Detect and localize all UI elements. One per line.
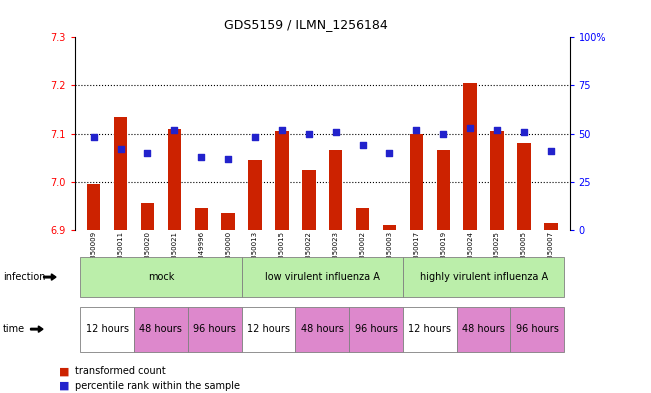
Text: low virulent influenza A: low virulent influenza A <box>265 272 380 282</box>
Text: 96 hours: 96 hours <box>193 324 236 334</box>
Text: GDS5159 / ILMN_1256184: GDS5159 / ILMN_1256184 <box>224 18 388 31</box>
Text: 48 hours: 48 hours <box>462 324 505 334</box>
Text: highly virulent influenza A: highly virulent influenza A <box>419 272 547 282</box>
Text: 48 hours: 48 hours <box>139 324 182 334</box>
Text: mock: mock <box>148 272 174 282</box>
Bar <box>356 208 369 230</box>
Bar <box>87 184 100 230</box>
Point <box>89 134 99 141</box>
Text: infection: infection <box>3 272 46 282</box>
Text: 48 hours: 48 hours <box>301 324 344 334</box>
Bar <box>221 213 235 230</box>
Point <box>331 129 341 135</box>
Point <box>223 156 233 162</box>
Point <box>196 154 206 160</box>
Bar <box>141 204 154 230</box>
Point <box>519 129 529 135</box>
Text: time: time <box>3 324 25 334</box>
Bar <box>329 151 342 230</box>
Bar <box>464 83 477 230</box>
Point <box>277 127 287 133</box>
Bar <box>544 223 557 230</box>
Text: 96 hours: 96 hours <box>355 324 398 334</box>
Point <box>250 134 260 141</box>
Text: 12 hours: 12 hours <box>408 324 451 334</box>
Bar <box>114 117 128 230</box>
Bar <box>195 208 208 230</box>
Bar <box>248 160 262 230</box>
Point <box>143 150 153 156</box>
Point <box>303 130 314 137</box>
Text: ■: ■ <box>59 366 69 376</box>
Point <box>411 127 422 133</box>
Text: transformed count: transformed count <box>75 366 165 376</box>
Text: percentile rank within the sample: percentile rank within the sample <box>75 381 240 391</box>
Text: 12 hours: 12 hours <box>86 324 129 334</box>
Bar <box>302 170 316 230</box>
Point <box>546 148 556 154</box>
Bar <box>437 151 450 230</box>
Point <box>357 142 368 148</box>
Text: ■: ■ <box>59 381 69 391</box>
Point <box>384 150 395 156</box>
Point <box>169 127 180 133</box>
Bar <box>383 225 396 230</box>
Bar <box>168 129 181 230</box>
Bar <box>517 143 531 230</box>
Text: 96 hours: 96 hours <box>516 324 559 334</box>
Point <box>115 146 126 152</box>
Point <box>465 125 475 131</box>
Bar <box>490 131 504 230</box>
Bar <box>409 134 423 230</box>
Bar <box>275 131 288 230</box>
Point <box>438 130 449 137</box>
Text: 12 hours: 12 hours <box>247 324 290 334</box>
Point <box>492 127 502 133</box>
